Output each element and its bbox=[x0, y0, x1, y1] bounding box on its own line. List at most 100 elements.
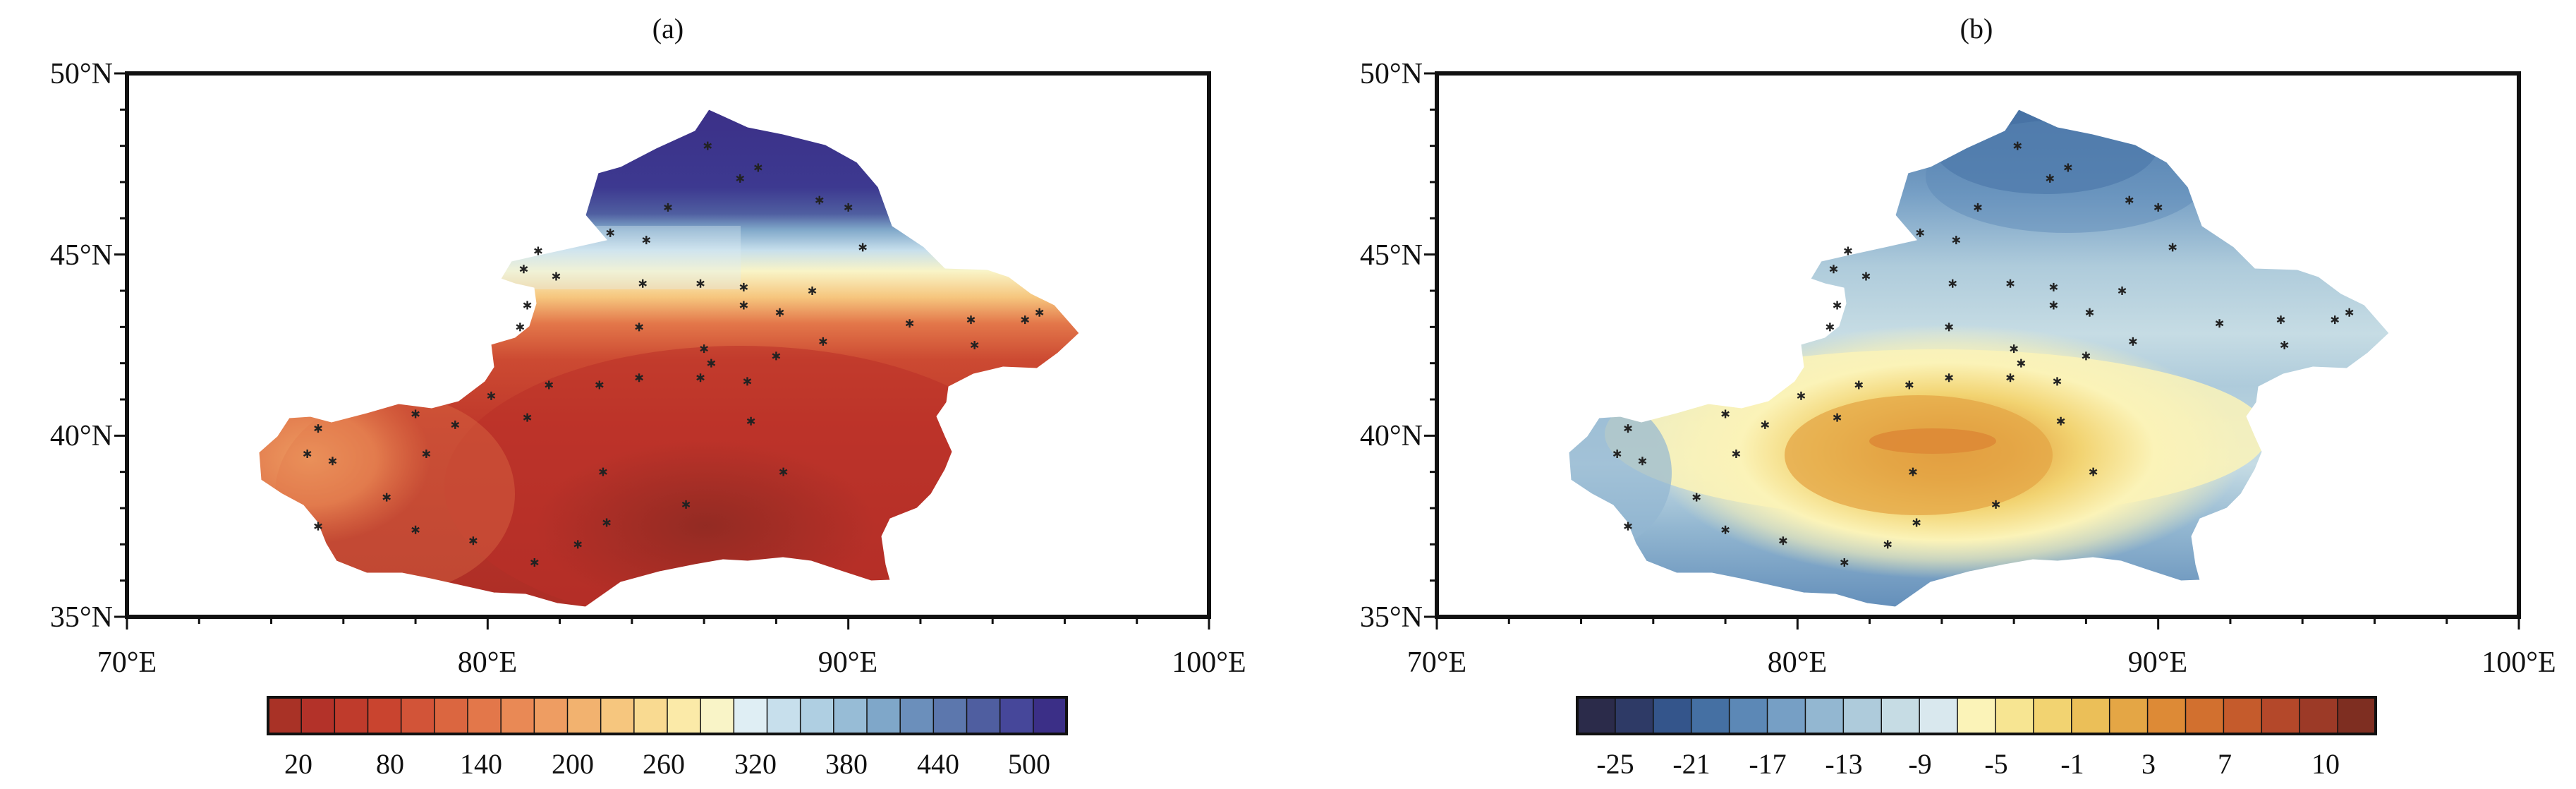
colorbar-swatch bbox=[999, 697, 1035, 735]
colorbar-frame bbox=[1576, 696, 2377, 735]
panel-label: (a) bbox=[652, 13, 684, 44]
colorbar-swatch bbox=[1615, 697, 1655, 735]
colorbar-swatch bbox=[400, 697, 436, 735]
colorbar-swatches bbox=[1576, 697, 2377, 735]
colorbar-swatch bbox=[1995, 697, 2035, 735]
plot-frame bbox=[125, 71, 1211, 619]
colorbar-swatch bbox=[1766, 697, 1806, 735]
colorbar-label: 10 bbox=[2311, 748, 2340, 780]
colorbar-swatch bbox=[500, 697, 535, 735]
x-tick-label: 90°E bbox=[2128, 646, 2187, 679]
station-marker bbox=[533, 246, 543, 256]
colorbar-label: -5 bbox=[1984, 748, 2007, 780]
station-marker bbox=[1833, 300, 1842, 311]
y-tick-label: 50°N bbox=[1360, 58, 1423, 90]
colorbar-label: 7 bbox=[2218, 748, 2232, 780]
colorbar-label: -1 bbox=[2060, 748, 2084, 780]
x-tick-label: 90°E bbox=[818, 646, 877, 679]
colorbar-swatch bbox=[899, 697, 935, 735]
colorbar-swatch bbox=[2223, 697, 2263, 735]
colorbar-swatch bbox=[2299, 697, 2339, 735]
station-marker bbox=[523, 300, 532, 311]
colorbar-label: 80 bbox=[376, 748, 404, 780]
plot-frame bbox=[1435, 71, 2521, 619]
colorbar-swatch bbox=[1653, 697, 1692, 735]
colorbar-swatch bbox=[600, 697, 636, 735]
colorbar-swatch bbox=[700, 697, 735, 735]
colorbar-swatch bbox=[1033, 697, 1068, 735]
colorbar-swatch bbox=[434, 697, 469, 735]
colorbar-swatch bbox=[367, 697, 402, 735]
panel-b: (b) 50°N 45°N 40°N 35°N 70°E 80°E 90°E 1… bbox=[1360, 13, 2556, 780]
colorbar-swatches bbox=[267, 697, 1068, 735]
colorbar-label: 320 bbox=[734, 748, 777, 780]
colorbar-label: -25 bbox=[1596, 748, 1634, 780]
colorbar-label: -13 bbox=[1825, 748, 1862, 780]
axis-ticks bbox=[1424, 72, 2520, 630]
y-tick-label: 40°N bbox=[1360, 420, 1423, 452]
colorbar-label: 20 bbox=[284, 748, 312, 780]
y-axis-labels: 50°N 45°N 40°N 35°N bbox=[1360, 58, 1423, 634]
colorbar-frame bbox=[267, 696, 1068, 735]
colorbar-swatch bbox=[2261, 697, 2301, 735]
colorbar-swatch bbox=[1842, 697, 1883, 735]
map-field bbox=[259, 109, 1079, 607]
colorbar-swatch bbox=[334, 697, 369, 735]
colorbar-label: 500 bbox=[1008, 748, 1050, 780]
y-tick-label: 45°N bbox=[50, 239, 113, 272]
y-tick-label: 35°N bbox=[1360, 601, 1423, 634]
colorbar-swatch bbox=[866, 697, 901, 735]
y-tick-label: 45°N bbox=[1360, 239, 1423, 272]
x-tick-label: 70°E bbox=[97, 646, 157, 679]
colorbar-label: 200 bbox=[552, 748, 594, 780]
colorbar-swatch bbox=[2033, 697, 2073, 735]
colorbar-swatch bbox=[1728, 697, 1768, 735]
station-marker bbox=[1843, 246, 1853, 256]
colorbar-label: -9 bbox=[1908, 748, 1931, 780]
y-axis-labels: 50°N 45°N 40°N 35°N bbox=[50, 58, 113, 634]
colorbar-labels: -25 -21 -17 -13 -9 -5 -1 3 7 10 bbox=[1596, 748, 2340, 780]
colorbar-label: 380 bbox=[825, 748, 868, 780]
map-field bbox=[1569, 109, 2389, 607]
colorbar-label: 260 bbox=[643, 748, 685, 780]
colorbar-swatch bbox=[1881, 697, 1921, 735]
colorbar-label: -21 bbox=[1672, 748, 1710, 780]
colorbar-label: 140 bbox=[460, 748, 502, 780]
y-tick-label: 50°N bbox=[50, 58, 113, 90]
colorbar-swatch bbox=[932, 697, 968, 735]
x-tick-label: 80°E bbox=[1768, 646, 1827, 679]
colorbar-swatch bbox=[2108, 697, 2149, 735]
colorbar-label: 440 bbox=[917, 748, 959, 780]
colorbar-swatch bbox=[467, 697, 502, 735]
x-axis-labels: 70°E 80°E 90°E 100°E bbox=[1407, 646, 2556, 679]
colorbar-swatch bbox=[533, 697, 569, 735]
colorbar-swatch bbox=[1957, 697, 1997, 735]
colorbar-swatch bbox=[733, 697, 768, 735]
colorbar-swatch bbox=[566, 697, 602, 735]
colorbar-swatch bbox=[833, 697, 868, 735]
y-tick-label: 40°N bbox=[50, 420, 113, 452]
station-marker bbox=[1825, 322, 1835, 332]
colorbar-swatch bbox=[1576, 697, 1617, 735]
x-tick-label: 70°E bbox=[1407, 646, 1466, 679]
axis-ticks bbox=[114, 72, 1210, 630]
colorbar: -25 -21 -17 -13 -9 -5 -1 3 7 10 bbox=[1576, 696, 2377, 780]
y-tick-label: 35°N bbox=[50, 601, 113, 634]
colorbar-swatch bbox=[766, 697, 801, 735]
colorbar-swatch bbox=[2146, 697, 2187, 735]
colorbar-swatch bbox=[799, 697, 835, 735]
colorbar-swatch bbox=[1690, 697, 1730, 735]
station-marker bbox=[515, 322, 525, 332]
colorbar-swatch bbox=[667, 697, 702, 735]
colorbar-swatch bbox=[633, 697, 669, 735]
colorbar-swatch bbox=[2071, 697, 2110, 735]
x-axis-labels: 70°E 80°E 90°E 100°E bbox=[97, 646, 1246, 679]
colorbar-swatch bbox=[1804, 697, 1845, 735]
x-tick-label: 100°E bbox=[1172, 646, 1246, 679]
colorbar-labels: 20 80 140 200 260 320 380 440 500 bbox=[284, 748, 1050, 780]
colorbar-swatch bbox=[966, 697, 1001, 735]
x-tick-label: 100°E bbox=[2481, 646, 2556, 679]
colorbar-swatch bbox=[267, 697, 303, 735]
colorbar-swatch bbox=[1919, 697, 1959, 735]
